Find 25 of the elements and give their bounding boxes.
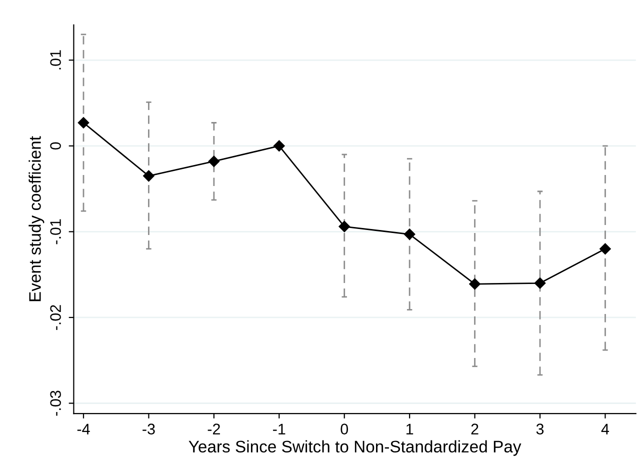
- y-tick-label: 0: [50, 142, 61, 150]
- x-tick-label: 4: [601, 424, 610, 434]
- y-tick-label: .01: [50, 50, 61, 70]
- x-tick-label: -1: [273, 424, 286, 434]
- x-tick-label: 1: [406, 424, 414, 434]
- point: [600, 243, 611, 254]
- x-tick-label: 0: [340, 424, 348, 434]
- point: [208, 156, 220, 167]
- y-axis-title: Event study coefficient: [28, 136, 44, 302]
- point: [469, 278, 480, 290]
- point: [534, 278, 546, 289]
- y-tick-label: -.03: [50, 390, 61, 416]
- point: [78, 117, 90, 128]
- point: [143, 170, 154, 182]
- point: [338, 220, 350, 232]
- point: [404, 228, 416, 240]
- x-tick-label: -4: [77, 424, 90, 434]
- x-tick-label: 2: [471, 424, 478, 434]
- x-axis-title: Years Since Switch to Non-Standardized Pay: [188, 440, 522, 456]
- y-tick-label: -.01: [50, 219, 61, 244]
- x-tick-label: -2: [208, 424, 220, 434]
- y-tick-label: -.02: [50, 305, 61, 330]
- point: [274, 140, 285, 152]
- x-tick-label: -3: [142, 424, 155, 434]
- x-tick-label: 3: [536, 424, 544, 434]
